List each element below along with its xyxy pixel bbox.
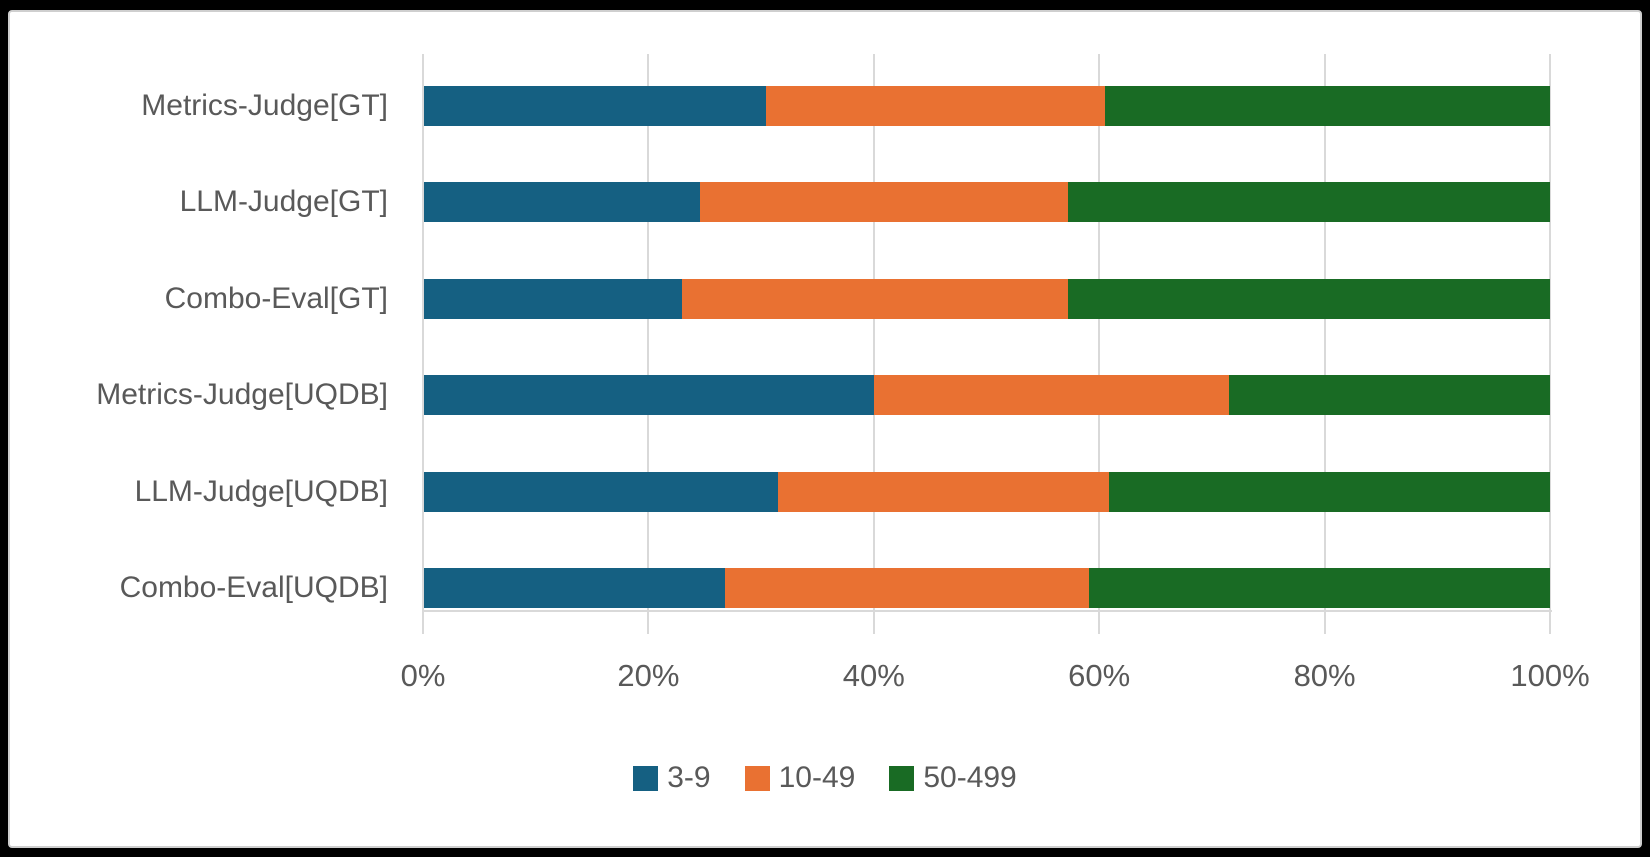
legend-item-10-49: 10-49 <box>744 761 856 795</box>
legend-swatch-icon <box>744 765 770 791</box>
legend-swatch-icon <box>889 765 915 791</box>
x-axis-line <box>423 610 1552 612</box>
gridline-40 <box>872 54 875 634</box>
bar-segment-50-499 <box>1068 278 1550 319</box>
gridline-20 <box>647 54 650 634</box>
legend: 3-9 10-49 50-499 <box>0 752 1650 804</box>
gridline-80 <box>1323 54 1326 634</box>
bar-segment-3-9 <box>424 375 875 416</box>
category-label: Metrics-Judge[UQDB] <box>96 378 388 412</box>
bar-segment-50-499 <box>1108 471 1550 512</box>
bar-segment-3-9 <box>424 86 767 126</box>
bar-segment-10-49 <box>874 375 1230 416</box>
bar-segment-10-49 <box>724 568 1090 608</box>
bar-row <box>424 278 1550 319</box>
bar-segment-50-499 <box>1089 568 1550 608</box>
x-tick-label: 0% <box>400 658 446 693</box>
bar-row <box>424 471 1550 512</box>
bar-row <box>424 568 1550 608</box>
bar-segment-50-499 <box>1068 182 1550 223</box>
gridline-100 <box>1549 54 1551 634</box>
bar-segment-3-9 <box>424 568 725 608</box>
bar-segment-10-49 <box>699 182 1069 223</box>
legend-label: 50-499 <box>923 761 1017 794</box>
legend-swatch-icon <box>633 765 659 791</box>
bar-row <box>424 86 1550 126</box>
category-label: LLM-Judge[GT] <box>179 185 388 219</box>
legend-label: 3-9 <box>667 761 711 794</box>
gridline-60 <box>1098 54 1101 634</box>
gridline-0 <box>422 54 424 634</box>
plot-area <box>423 54 1550 611</box>
category-label: LLM-Judge[UQDB] <box>134 474 388 508</box>
bar-row <box>424 375 1550 416</box>
category-label: Combo-Eval[GT] <box>164 281 388 315</box>
legend-label: 10-49 <box>778 761 856 794</box>
bar-segment-10-49 <box>777 471 1109 512</box>
legend-item-50-499: 50-499 <box>889 761 1017 795</box>
x-tick-label: 20% <box>617 658 680 693</box>
category-label: Metrics-Judge[GT] <box>141 89 388 122</box>
bar-segment-50-499 <box>1229 375 1550 416</box>
legend-item-3-9: 3-9 <box>633 761 711 795</box>
bar-segment-10-49 <box>766 86 1106 126</box>
x-tick-label: 40% <box>842 658 905 693</box>
bar-segment-3-9 <box>424 182 700 223</box>
x-tick-label: 100% <box>1510 658 1590 693</box>
category-label: Combo-Eval[UQDB] <box>119 571 388 604</box>
bar-segment-50-499 <box>1105 86 1550 126</box>
bar-row <box>424 182 1550 223</box>
bar-segment-3-9 <box>424 471 778 512</box>
bar-segment-3-9 <box>424 278 682 319</box>
x-tick-label: 60% <box>1068 658 1131 693</box>
x-tick-label: 80% <box>1293 658 1356 693</box>
chart-panel <box>8 10 1642 848</box>
bar-segment-10-49 <box>681 278 1069 319</box>
